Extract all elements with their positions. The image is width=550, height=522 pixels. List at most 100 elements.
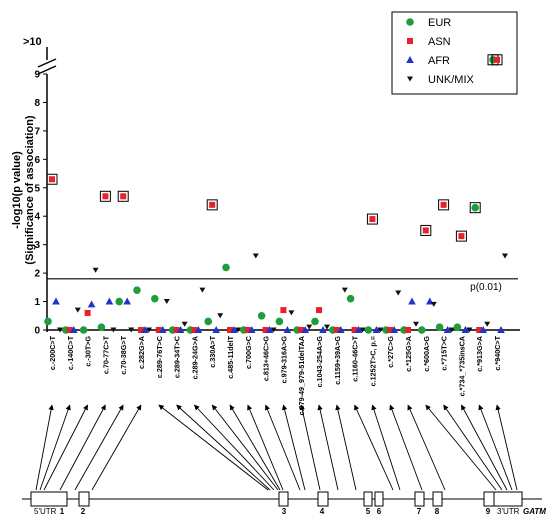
variant-22 (435, 199, 455, 333)
variant-arrow (354, 404, 394, 491)
variant-arrow (461, 404, 508, 491)
variant-arrow (211, 404, 279, 491)
significance-box (46, 173, 58, 185)
point-asn (387, 327, 394, 333)
x-tick-label: c.330A>T (208, 335, 217, 367)
x-tick-label: c.813+46C>G (262, 336, 271, 382)
exon-box (483, 491, 495, 507)
y-axis-label: -log10(p value) (11, 151, 23, 229)
exon-box (432, 491, 443, 507)
variant-arrow (478, 404, 513, 491)
variant-23 (453, 230, 473, 333)
point-unk (341, 287, 348, 293)
variant-1 (62, 307, 81, 334)
exon-label: 3 (282, 507, 287, 516)
variant-arrow (194, 404, 275, 491)
point-asn (155, 327, 162, 333)
x-tick-label: c.979-49_979-51delTAA (297, 336, 306, 415)
exon-box (414, 491, 425, 507)
point-afr (408, 297, 416, 305)
data-points (44, 54, 508, 334)
point-afr (372, 326, 381, 333)
point-unk (502, 253, 508, 259)
point-asn (191, 327, 198, 333)
variant-arrow (176, 404, 271, 491)
variant-arrow (229, 404, 281, 491)
variant-4 (115, 190, 135, 333)
point-afr (265, 326, 274, 333)
point-unk (377, 327, 384, 333)
x-tick-label: c.282G>A (137, 336, 146, 369)
variant-11 (240, 253, 259, 334)
significance-box (469, 202, 481, 214)
utr5-box (30, 491, 68, 507)
point-unk (235, 327, 241, 333)
point-afr (497, 326, 505, 333)
exon-label: 4 (320, 507, 325, 516)
variant-25 (487, 54, 508, 333)
exon-box (374, 491, 384, 507)
exon-box (278, 491, 289, 507)
point-afr (87, 300, 96, 308)
exon-label: 8 (435, 507, 440, 516)
variant-18 (364, 213, 384, 334)
legend-marker-unk (407, 76, 413, 82)
point-asn (227, 327, 233, 333)
point-unk (57, 327, 63, 333)
axis-break-mark (37, 65, 57, 75)
variant-arrow (495, 404, 518, 491)
point-eur (471, 203, 480, 212)
y-tick-label: 8 (34, 98, 40, 109)
variant-arrow (35, 404, 54, 491)
variant-arrow (39, 404, 71, 491)
point-eur (311, 317, 319, 326)
point-asn (333, 327, 340, 333)
legend-label-unk: UNK/MIX (428, 74, 475, 86)
y-axis-sublabel: (Significance of association) (24, 115, 36, 264)
x-tick-label: c.1160-46C>T (351, 335, 360, 381)
x-tick-label: c.485-11delT (226, 335, 235, 378)
variant-12 (257, 311, 277, 333)
point-eur (133, 286, 141, 294)
variant-arrow (317, 404, 339, 491)
point-unk (413, 321, 419, 327)
threshold-label: p(0.01) (470, 282, 502, 293)
y-tick-label: 7 (34, 126, 40, 137)
threshold: p(0.01) (47, 278, 518, 293)
x-tick-label: c.*600A>G (422, 336, 431, 372)
point-asn (66, 327, 73, 333)
x-tick-label: c.979-316A>G (279, 336, 288, 384)
utr3-label: 3'UTR (497, 507, 520, 516)
point-eur (346, 294, 355, 303)
point-asn (298, 327, 305, 333)
point-unk (306, 324, 313, 330)
variant-17 (346, 294, 366, 333)
point-eur (453, 323, 462, 331)
point-unk (252, 253, 259, 259)
y-tick-label: 1 (34, 297, 40, 308)
point-eur (151, 294, 159, 303)
variant-arrow (389, 404, 423, 491)
exon-box (78, 491, 90, 507)
point-unk (199, 287, 206, 293)
point-afr (248, 326, 256, 333)
variant-9 (204, 199, 224, 333)
variant-10 (222, 263, 241, 333)
legend-label-afr: AFR (428, 55, 450, 67)
point-afr (212, 326, 220, 333)
exon-label: 9 (486, 507, 491, 516)
point-afr (443, 326, 452, 333)
y-break-label: >10 (23, 36, 42, 48)
x-tick-label: c.1159+39A>G (333, 336, 342, 385)
point-asn (369, 216, 376, 223)
point-eur (79, 326, 88, 334)
point-unk (270, 327, 277, 333)
axis-break-mark (37, 58, 57, 68)
point-asn (120, 193, 127, 200)
y-tick-label: 9 (34, 70, 40, 81)
point-asn (422, 227, 429, 234)
point-unk (430, 301, 437, 307)
y-tick-label: 6 (34, 155, 40, 166)
point-unk (324, 324, 330, 330)
variant-7 (168, 321, 188, 334)
